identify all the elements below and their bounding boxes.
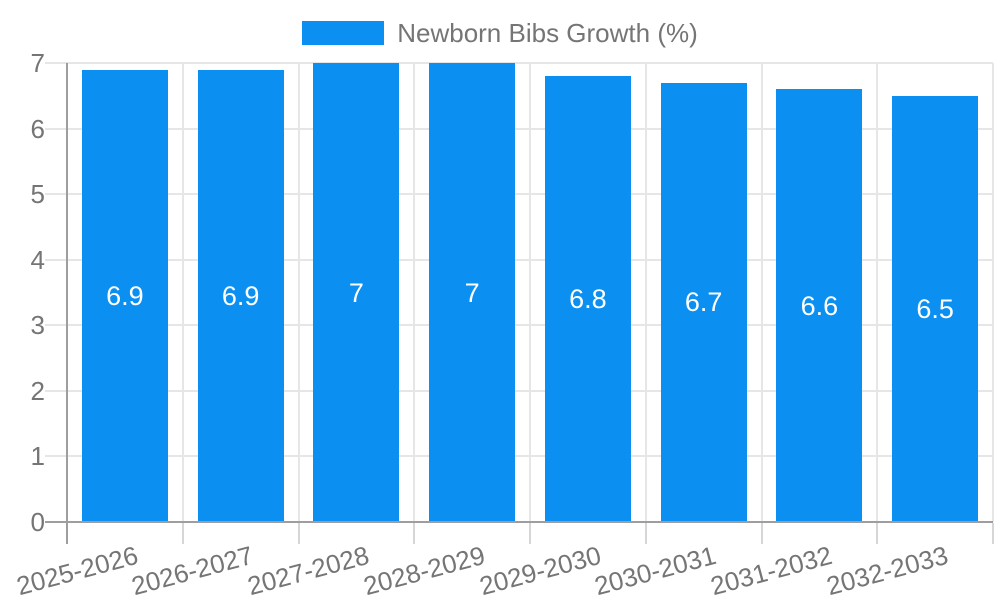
bar-value-label: 6.8 bbox=[569, 284, 607, 315]
category-gridline bbox=[876, 63, 879, 522]
y-axis-label: 5 bbox=[30, 179, 45, 210]
x-axis-tick bbox=[413, 523, 416, 544]
y-axis-line bbox=[66, 63, 68, 544]
y-gridline bbox=[45, 127, 993, 130]
y-axis-label: 3 bbox=[30, 310, 45, 341]
y-axis-label: 1 bbox=[30, 441, 45, 472]
bar-2031-2032 bbox=[776, 89, 863, 522]
y-gridline bbox=[45, 389, 993, 392]
category-gridline bbox=[644, 63, 647, 522]
bar-2028-2029 bbox=[429, 63, 516, 522]
x-axis-tick bbox=[297, 523, 300, 544]
bar-value-label: 6.9 bbox=[106, 280, 144, 311]
x-axis-tick bbox=[760, 523, 763, 544]
bar-2029-2030 bbox=[544, 76, 631, 522]
category-gridline bbox=[413, 63, 416, 522]
bar-value-label: 6.7 bbox=[684, 287, 723, 318]
category-gridline bbox=[181, 63, 184, 522]
category-gridline bbox=[760, 63, 763, 522]
category-gridline bbox=[297, 63, 300, 522]
x-axis-tick bbox=[992, 523, 994, 544]
bar-2026-2027 bbox=[197, 69, 284, 522]
y-gridline bbox=[45, 258, 993, 261]
category-gridline bbox=[992, 63, 994, 522]
x-axis-label: 2026-2027 bbox=[128, 540, 257, 600]
legend-item-newborn-bibs-growth[interactable]: Newborn Bibs Growth (%) bbox=[302, 19, 698, 47]
bar-value-label: 6.5 bbox=[916, 293, 954, 324]
bar-2030-2031 bbox=[660, 82, 747, 522]
legend-label: Newborn Bibs Growth (%) bbox=[397, 18, 698, 48]
x-axis-tick bbox=[181, 523, 184, 544]
x-axis-label: 2025-2026 bbox=[12, 540, 141, 600]
y-axis-label: 2 bbox=[30, 375, 45, 406]
chart-legend: Newborn Bibs Growth (%) bbox=[0, 19, 1000, 47]
x-axis-label: 2028-2029 bbox=[360, 540, 488, 600]
x-axis-tick bbox=[644, 523, 647, 544]
x-axis-tick bbox=[529, 523, 531, 544]
category-gridline bbox=[529, 63, 531, 522]
y-gridline bbox=[45, 455, 993, 458]
y-gridline bbox=[45, 62, 993, 64]
y-axis-label: 0 bbox=[30, 507, 45, 537]
x-axis-label: 2032-2033 bbox=[823, 540, 951, 600]
y-axis-label: 6 bbox=[30, 113, 45, 144]
x-axis-label: 2027-2028 bbox=[244, 540, 373, 600]
bar-2027-2028 bbox=[313, 63, 400, 522]
y-gridline bbox=[45, 324, 993, 327]
x-axis-tick bbox=[876, 523, 879, 544]
bar-value-label: 6.9 bbox=[221, 280, 260, 311]
y-axis-label: 4 bbox=[30, 244, 45, 275]
x-axis-label: 2030-2031 bbox=[591, 540, 720, 600]
y-axis-label: 7 bbox=[30, 48, 45, 78]
y-gridline bbox=[45, 193, 993, 196]
bar-value-label: 7 bbox=[348, 277, 364, 308]
x-axis-label: 2029-2030 bbox=[475, 540, 604, 600]
bar-2032-2033 bbox=[892, 95, 979, 522]
bar-value-label: 6.6 bbox=[800, 290, 839, 321]
x-axis-label: 2031-2032 bbox=[707, 540, 836, 600]
bar-2025-2026 bbox=[81, 69, 168, 522]
legend-color-swatch bbox=[302, 21, 385, 45]
bar-value-label: 7 bbox=[464, 277, 480, 308]
x-axis-line bbox=[45, 521, 993, 523]
